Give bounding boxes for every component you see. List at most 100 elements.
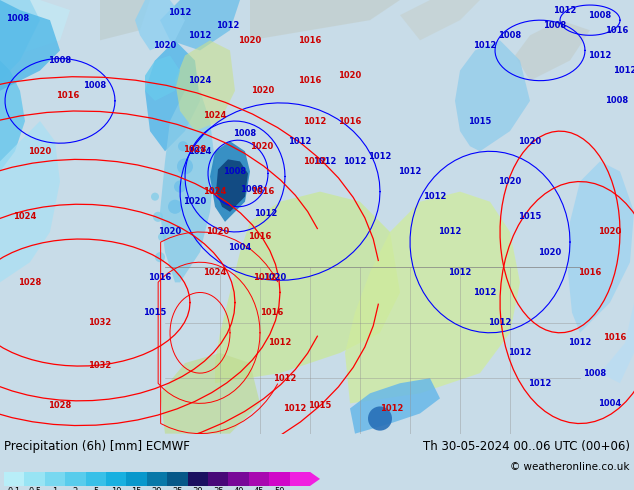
Circle shape [178, 141, 188, 151]
Text: 50: 50 [274, 488, 285, 490]
Text: 1012: 1012 [303, 117, 327, 125]
Text: 1008: 1008 [605, 97, 628, 105]
Text: 1012: 1012 [474, 41, 496, 50]
Text: 5: 5 [93, 488, 98, 490]
Bar [208, 472, 228, 486]
Polygon shape [0, 60, 25, 172]
Polygon shape [0, 0, 60, 91]
Bar [147, 472, 167, 486]
Text: 1008: 1008 [223, 167, 247, 176]
Text: 1008: 1008 [543, 21, 567, 30]
Text: 1012: 1012 [488, 318, 512, 327]
Text: 1015: 1015 [519, 212, 541, 221]
Text: 10: 10 [111, 488, 122, 490]
Text: 30: 30 [193, 488, 203, 490]
Text: 1016: 1016 [261, 308, 283, 317]
Circle shape [368, 406, 392, 431]
Text: 1016: 1016 [148, 273, 172, 282]
Polygon shape [216, 159, 248, 212]
Text: 1008: 1008 [498, 31, 522, 40]
Polygon shape [210, 141, 250, 222]
Polygon shape [345, 192, 520, 403]
Polygon shape [350, 378, 440, 434]
Text: 1012: 1012 [380, 404, 404, 413]
Text: 1015: 1015 [308, 401, 332, 410]
Text: 15: 15 [131, 488, 142, 490]
Text: 1016: 1016 [299, 36, 321, 45]
Circle shape [168, 200, 182, 214]
Polygon shape [310, 472, 320, 486]
Text: 1024: 1024 [204, 268, 227, 277]
Text: © weatheronline.co.uk: © weatheronline.co.uk [510, 462, 630, 472]
Text: 1020: 1020 [238, 36, 262, 45]
Text: 1024: 1024 [188, 76, 212, 85]
Text: 1004: 1004 [598, 399, 621, 408]
Bar [290, 472, 310, 486]
Text: 1024: 1024 [13, 212, 37, 221]
Text: Th 30-05-2024 00..06 UTC (00+06): Th 30-05-2024 00..06 UTC (00+06) [423, 440, 630, 453]
Text: 0.1: 0.1 [8, 488, 21, 490]
Circle shape [155, 252, 165, 262]
Text: 1015: 1015 [143, 308, 167, 317]
Polygon shape [100, 0, 150, 40]
Bar [269, 472, 290, 486]
Text: 1004: 1004 [228, 243, 252, 251]
Text: 1012: 1012 [254, 209, 278, 219]
Text: 1008: 1008 [240, 185, 264, 194]
Text: 1016: 1016 [56, 91, 80, 100]
Circle shape [177, 158, 193, 174]
Polygon shape [400, 0, 480, 40]
Text: 1015: 1015 [469, 117, 492, 125]
Polygon shape [160, 0, 240, 50]
Text: 1012: 1012 [216, 21, 240, 30]
Text: 1020: 1020 [183, 197, 207, 206]
Text: Precipitation (6h) [mm] ECMWF: Precipitation (6h) [mm] ECMWF [4, 440, 190, 453]
Bar [188, 472, 208, 486]
Text: 1012: 1012 [254, 273, 276, 282]
Text: 1: 1 [53, 488, 58, 490]
Text: 0.5: 0.5 [28, 488, 41, 490]
Text: 25: 25 [172, 488, 183, 490]
Text: 1020: 1020 [519, 137, 541, 146]
Polygon shape [160, 91, 215, 282]
Text: 1020: 1020 [598, 227, 621, 237]
Polygon shape [600, 302, 634, 383]
Text: 1016: 1016 [578, 268, 602, 277]
Text: 1020: 1020 [339, 71, 361, 80]
Text: 1012: 1012 [168, 8, 191, 17]
Polygon shape [250, 0, 400, 40]
Text: 40: 40 [233, 488, 244, 490]
Text: 1020: 1020 [250, 142, 274, 151]
Bar [24, 472, 45, 486]
Bar [249, 472, 269, 486]
Circle shape [158, 233, 166, 241]
Text: 1024: 1024 [204, 187, 227, 196]
Text: 1012: 1012 [553, 5, 577, 15]
Text: 1012: 1012 [424, 192, 447, 201]
Text: 1008: 1008 [6, 14, 30, 23]
Bar [45, 472, 65, 486]
Text: 1032: 1032 [88, 361, 112, 369]
Text: 1008: 1008 [583, 368, 607, 378]
Text: 1016: 1016 [249, 232, 272, 242]
Text: 35: 35 [213, 488, 224, 490]
Text: 1028: 1028 [183, 145, 207, 154]
Bar [106, 472, 126, 486]
Text: 1012: 1012 [188, 31, 212, 40]
Text: 1016: 1016 [299, 76, 321, 85]
Text: 1012: 1012 [303, 157, 327, 166]
Bar [126, 472, 147, 486]
Polygon shape [175, 40, 235, 131]
Text: 1020: 1020 [498, 177, 522, 186]
Text: 1020: 1020 [263, 273, 287, 282]
Bar [4, 472, 24, 486]
Polygon shape [0, 0, 40, 81]
Text: 1016: 1016 [604, 333, 626, 343]
Circle shape [174, 180, 186, 193]
Text: 1012: 1012 [448, 268, 472, 277]
Text: 1028: 1028 [48, 401, 72, 410]
Text: 1012: 1012 [273, 374, 297, 383]
Text: 1012: 1012 [344, 157, 366, 166]
Polygon shape [0, 121, 60, 282]
Text: 1020: 1020 [251, 86, 275, 95]
